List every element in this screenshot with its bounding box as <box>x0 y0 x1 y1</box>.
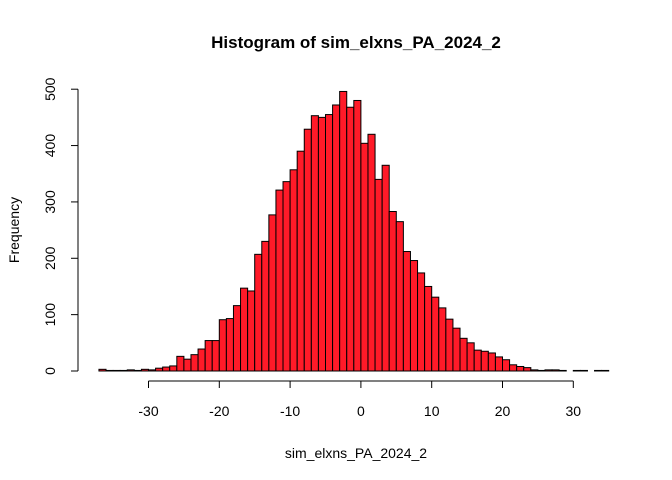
histogram-bar <box>176 355 185 372</box>
histogram-bar <box>282 181 291 372</box>
histogram-bar <box>183 358 192 372</box>
histogram-bar <box>594 369 603 372</box>
histogram-bar <box>466 342 475 372</box>
histogram-bar <box>232 305 242 372</box>
histogram-bar <box>289 169 298 372</box>
histogram-bar <box>516 365 525 372</box>
x-tick-label: -20 <box>209 403 229 419</box>
histogram-bar <box>494 356 504 372</box>
histogram-bar <box>254 253 263 372</box>
histogram-bar <box>346 106 355 372</box>
histogram-bar <box>381 164 390 372</box>
y-tick-label: 100 <box>42 303 58 327</box>
histogram-bar <box>140 368 149 372</box>
x-tick-label: 30 <box>566 403 582 419</box>
histogram-bar <box>417 272 426 372</box>
histogram-bar <box>275 189 284 372</box>
x-axis: -30 -20 -10 0 10 20 30 <box>138 380 582 419</box>
histogram-bar <box>579 369 588 372</box>
histogram-bar <box>424 285 433 372</box>
histogram-bar <box>452 327 461 372</box>
histogram-bar <box>544 369 553 372</box>
histogram-bar <box>155 367 164 372</box>
histogram-bar <box>261 240 270 372</box>
histogram-bar <box>445 318 454 372</box>
histogram-bar <box>502 359 511 372</box>
histogram-bar <box>339 90 348 372</box>
y-tick-label: 500 <box>42 77 58 101</box>
chart-title: Histogram of sim_elxns_PA_2024_2 <box>211 33 501 52</box>
histogram-bar <box>225 318 234 372</box>
histogram-bar <box>558 369 567 372</box>
histogram-bar <box>105 369 114 372</box>
histogram-bar <box>133 369 142 372</box>
histogram-bar <box>112 369 121 372</box>
x-tick-label: 10 <box>424 403 440 419</box>
y-tick-label: 300 <box>42 190 58 214</box>
histogram-bar <box>162 366 171 372</box>
y-axis-label: Frequency <box>6 197 22 263</box>
histogram-bar <box>388 211 397 372</box>
x-axis-label: sim_elxns_PA_2024_2 <box>285 445 427 461</box>
histogram-bar <box>409 260 419 372</box>
x-tick-label: -10 <box>280 403 300 419</box>
histogram-bar <box>509 364 518 372</box>
histogram-bar <box>601 369 610 372</box>
histogram-bar <box>240 287 249 372</box>
histogram-bar <box>98 368 107 372</box>
histogram-bar <box>395 221 404 372</box>
histogram-bar <box>572 369 581 372</box>
histogram-bar <box>487 352 496 372</box>
histogram-bar <box>438 307 447 372</box>
histogram-bar <box>530 369 539 372</box>
histogram-bar <box>480 350 489 372</box>
x-tick-label: 0 <box>357 403 365 419</box>
histogram-bar <box>119 369 128 372</box>
histogram-bar <box>310 115 319 372</box>
histogram-bar <box>473 349 482 372</box>
histogram-bar <box>204 340 213 372</box>
histogram-bar <box>332 104 341 372</box>
histogram-bar <box>211 340 220 372</box>
y-axis: 0 100 200 300 400 500 <box>42 77 79 375</box>
histogram-bar <box>353 99 362 372</box>
histogram-bar <box>459 337 468 372</box>
y-tick-label: 0 <box>42 367 58 375</box>
histogram-bar <box>537 369 546 372</box>
histogram-bar <box>169 365 178 372</box>
histogram-bar <box>317 116 327 372</box>
bars-group <box>98 90 610 372</box>
histogram-bar <box>325 114 334 372</box>
histogram-bar <box>148 369 157 372</box>
histogram-bar <box>374 178 383 372</box>
x-tick-label: 20 <box>495 403 511 419</box>
histogram-bar <box>197 348 206 372</box>
x-tick-label: -30 <box>138 403 158 419</box>
histogram-bar <box>268 214 277 372</box>
histogram-bar <box>190 354 199 372</box>
y-tick-label: 200 <box>42 246 58 270</box>
histogram-bar <box>126 369 135 372</box>
histogram-bar <box>523 367 532 372</box>
histogram-bar <box>296 150 305 372</box>
histogram-bar <box>247 290 256 372</box>
histogram-bar <box>551 369 560 372</box>
histogram-bar <box>218 319 227 372</box>
histogram-bar <box>303 128 312 372</box>
y-tick-label: 400 <box>42 134 58 158</box>
histogram-bar <box>360 142 369 372</box>
histogram-bar <box>402 251 411 372</box>
histogram-bar <box>367 133 376 372</box>
histogram-bar <box>431 296 440 372</box>
